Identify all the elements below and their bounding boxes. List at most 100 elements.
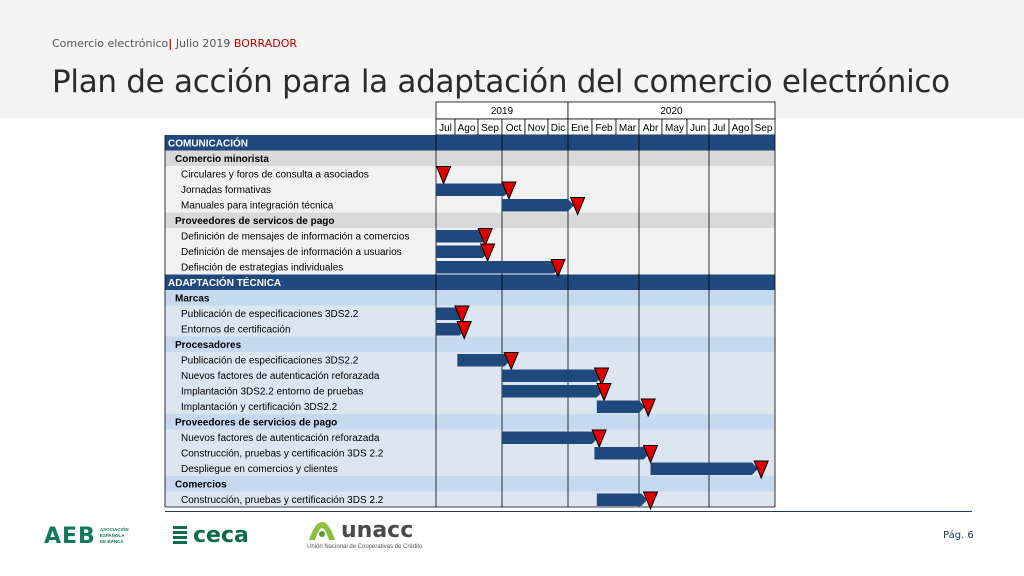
aeb-logo: AEB ASOCIACIÓN ESPAÑOLA DE BANCA	[44, 523, 129, 549]
month-header-label: Ago	[732, 123, 750, 134]
month-header-label: Jul	[713, 123, 726, 134]
task-bar	[436, 261, 560, 274]
task-bar	[436, 323, 466, 336]
gantt-row-subsection	[165, 414, 775, 430]
month-header-label: Ago	[458, 123, 476, 134]
month-header-label: Feb	[595, 123, 613, 134]
gantt-row-label: Implantación 3DS2.2 entorno de pruebas	[181, 387, 363, 398]
gantt-row-label: Comercios	[175, 480, 227, 491]
gantt-row-label: Defінción de estrategias individuales	[181, 263, 343, 274]
month-header-label: Ene	[571, 123, 589, 134]
footer-divider	[165, 511, 972, 512]
gantt-row-subsection	[165, 476, 775, 492]
milestone-marker	[454, 305, 470, 325]
milestone-marker	[753, 460, 769, 480]
task-bar	[436, 245, 489, 258]
page-number: Pág. 6	[943, 530, 974, 541]
gantt-row-section	[165, 274, 775, 290]
task-bar	[502, 199, 574, 212]
month-header-label: Dic	[551, 123, 565, 134]
ceca-logo-word: ceca	[193, 522, 249, 548]
milestone-marker	[591, 429, 607, 449]
breadcrumb-date: Julio 2019	[175, 37, 231, 50]
gantt-row-subsection	[165, 336, 775, 352]
gantt-row-subsection	[165, 150, 775, 166]
month-header-label: May	[665, 123, 684, 134]
draft-badge: BORRADOR	[233, 37, 298, 50]
task-bar	[457, 354, 511, 367]
year-header-label: 2020	[660, 106, 683, 117]
milestone-marker	[456, 321, 472, 340]
gantt-row-task	[165, 460, 775, 476]
month-header-label: Sep	[755, 123, 773, 134]
gantt-row-label: Nuevos factores de autenticación reforaz…	[181, 433, 380, 444]
aeb-logo-sub-line: ASOCIACIÓN	[99, 527, 129, 532]
month-header-label: Jul	[439, 123, 452, 134]
page-title: Plan de acción para la adaptación del co…	[52, 64, 950, 100]
gantt-row-task	[165, 321, 775, 337]
milestone-marker	[596, 383, 612, 402]
unacc-logo-word: unacc	[341, 518, 414, 543]
milestone-marker	[435, 166, 452, 185]
breadcrumb: Comercio electrónico| Julio 2019 BORRADO…	[52, 37, 297, 50]
month-header-label: Nov	[528, 123, 546, 134]
breadcrumb-separator: |	[168, 37, 173, 50]
task-bar	[596, 493, 648, 506]
month-header-label: Abr	[643, 123, 659, 134]
gantt-row-task	[165, 383, 775, 399]
header-band	[0, 0, 1024, 118]
milestone-marker	[503, 352, 519, 371]
gantt-row-label: Comercio minorista	[175, 154, 269, 165]
gantt-row-label: Marcas	[175, 294, 210, 305]
breadcrumb-section: Comercio electrónico	[52, 37, 169, 50]
gantt-row-label: Manuales para integración técnica	[181, 201, 334, 212]
gantt-row-label: COMUNICACIÓN	[168, 137, 248, 150]
task-bar	[502, 369, 603, 382]
task-bar	[594, 447, 650, 460]
gantt-row-label: Jornadas formativas	[181, 185, 271, 196]
gantt-row-label: Proveedores de servicios de pago	[175, 418, 337, 429]
month-header-label: Mar	[619, 123, 637, 134]
gantt-row-task	[165, 367, 775, 383]
gantt-row-task	[165, 166, 775, 182]
task-bar	[596, 400, 645, 413]
year-header-label: 2019	[491, 106, 514, 117]
task-bar	[502, 385, 603, 398]
milestone-marker	[569, 197, 586, 216]
gantt-row-label: Despliegue en comercios y clientes	[181, 464, 338, 475]
gantt-row-section	[165, 135, 775, 151]
gantt-row-task	[165, 305, 775, 321]
gantt-row-label: Publicación de especificaciones 3DS2.2	[181, 356, 359, 367]
gantt-row-label: Nuevos factores de autenticación reforaz…	[181, 371, 380, 382]
gantt-row-label: Procesadores	[175, 340, 242, 351]
milestone-marker	[640, 398, 656, 418]
gantt-row-label: Publicación de especificaciones 3DS2.2	[181, 309, 359, 320]
gantt-row-label: Entornos de certificación	[181, 325, 291, 336]
task-bar	[436, 183, 511, 196]
gantt-row-label: Construcción, pruebas y certificación 3D…	[181, 495, 384, 506]
aeb-logo-sub-line: DE BANCA	[99, 539, 124, 544]
month-header-label: Oct	[506, 123, 522, 134]
milestone-marker	[642, 491, 659, 511]
aeb-logo-mark: AEB	[44, 523, 96, 549]
milestone-marker	[550, 259, 566, 278]
unacc-leaf-icon	[309, 521, 335, 540]
gantt-row-task	[165, 197, 775, 213]
gantt-row-label: Implantación y certificación 3DS2.2	[181, 402, 338, 413]
milestone-marker	[501, 181, 517, 201]
task-bar	[502, 431, 598, 444]
gantt-row-label: Circulares y foros de consulta a asociad…	[181, 170, 369, 181]
unacc-logo-subtitle: Unión Nacional de Cooperativas de Crédit…	[307, 544, 423, 550]
milestone-marker	[593, 367, 610, 387]
aeb-logo-sub-line: ESPAÑOLA	[99, 533, 125, 538]
gantt-row-label: Definición de mensajes de información a …	[181, 232, 409, 243]
milestone-marker	[642, 445, 659, 464]
milestone-marker	[479, 243, 496, 263]
gantt-row-label: Proveedores de servicos de pago	[175, 216, 335, 227]
task-bar	[650, 462, 758, 475]
task-bar	[436, 230, 489, 243]
aeb-logo-subtitle: ASOCIACIÓN ESPAÑOLA DE BANCA	[100, 527, 129, 545]
gantt-row-subsection	[165, 212, 775, 228]
ceca-logo-icon	[173, 524, 187, 546]
